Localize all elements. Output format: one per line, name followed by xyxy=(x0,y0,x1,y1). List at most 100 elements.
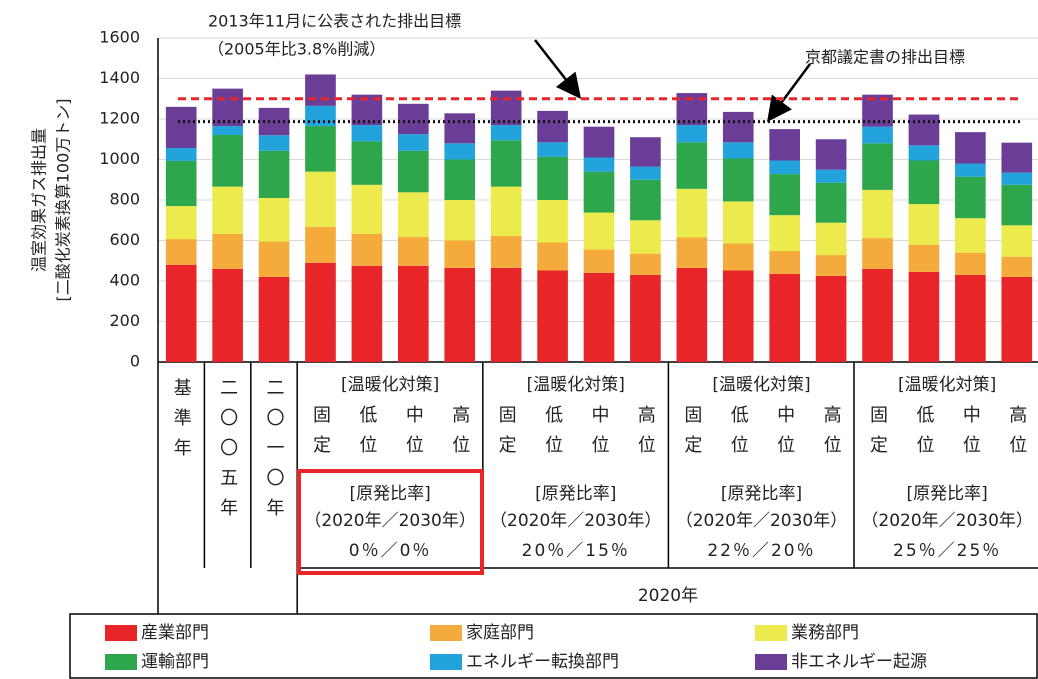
y-tick-label: 1200 xyxy=(99,109,140,128)
y-axis-label: 温室効果ガス排出量 xyxy=(30,128,49,272)
bar-segment xyxy=(444,240,476,268)
ratio-header: [原発比率] xyxy=(535,484,616,504)
group-header: [温暖化対策] xyxy=(527,375,625,395)
bar-segment xyxy=(722,270,754,362)
x-tick-label: 二〇一〇年 xyxy=(264,378,285,528)
bar-segment xyxy=(537,200,568,243)
bar-segment xyxy=(212,126,243,135)
bar-segment xyxy=(630,253,661,275)
x-tick-label: 固定 xyxy=(496,405,517,465)
bar-segment xyxy=(862,238,893,269)
bar-segment xyxy=(397,192,429,238)
bar-segment xyxy=(490,186,522,237)
bar-segment xyxy=(1001,172,1033,185)
ratio-header: [原発比率] xyxy=(349,484,430,504)
legend-swatch xyxy=(430,654,462,670)
bar-segment xyxy=(955,176,986,219)
bar-segment xyxy=(676,188,708,238)
y-tick-label: 400 xyxy=(109,271,140,290)
bar-segment xyxy=(862,268,893,362)
bar-segment xyxy=(815,139,847,170)
bar-segment xyxy=(537,156,568,200)
bar-segment xyxy=(815,255,847,276)
x-tick-label: 低位 xyxy=(913,405,934,465)
bar-segment xyxy=(165,106,197,148)
x-tick-label: 中位 xyxy=(403,405,424,465)
bar-segment xyxy=(815,275,847,362)
bar-segment xyxy=(258,135,290,151)
x-tick-label: 高位 xyxy=(1006,405,1027,465)
x-tick-label: 低位 xyxy=(728,405,749,465)
bar-segment xyxy=(722,142,754,159)
bar-segment xyxy=(212,268,243,362)
bar-segment xyxy=(351,141,383,185)
bar-segment xyxy=(397,150,429,193)
bar-segment xyxy=(630,220,661,254)
bar-segment xyxy=(862,189,893,239)
legend-swatch xyxy=(755,654,787,670)
year-label: 2020年 xyxy=(638,586,698,606)
bar-segment xyxy=(583,157,615,172)
bar-segment xyxy=(722,201,754,244)
bar-segment xyxy=(351,184,383,235)
ratio-value: 0％／0％ xyxy=(349,541,432,561)
bar-segment xyxy=(490,140,522,187)
bar-segment xyxy=(722,158,754,202)
x-tick-label: 中位 xyxy=(774,405,795,465)
legend-swatch xyxy=(105,625,137,641)
bar-segment xyxy=(165,160,197,207)
bar-segment xyxy=(490,90,522,126)
ratio-value: 22％／20％ xyxy=(707,541,815,561)
bar-segment xyxy=(769,273,801,362)
bar-segment xyxy=(583,272,615,362)
bar-segment xyxy=(769,160,801,175)
ratio-sub: （2020年／2030年） xyxy=(490,511,662,531)
bar-segment xyxy=(908,160,940,205)
bar-segment xyxy=(1001,256,1033,277)
bar-segment xyxy=(769,251,801,274)
group-header: [温暖化対策] xyxy=(341,375,439,395)
ratio-header: [原発比率] xyxy=(721,484,802,504)
y-tick-label: 200 xyxy=(109,311,140,330)
annotation-arrow xyxy=(767,63,812,123)
bar-segment xyxy=(908,204,940,245)
legend-label: 非エネルギー起源 xyxy=(791,652,927,672)
bar-segment xyxy=(397,237,429,266)
bar-segment xyxy=(630,166,661,180)
bar-segment xyxy=(862,143,893,190)
bar-segment xyxy=(1001,225,1033,257)
bar-segment xyxy=(258,197,290,242)
group-header: [温暖化対策] xyxy=(898,375,996,395)
bar-segment xyxy=(397,103,429,135)
ratio-value: 20％／15％ xyxy=(522,541,630,561)
bar-segment xyxy=(955,218,986,253)
bar-segment xyxy=(630,137,661,167)
bar-segment xyxy=(537,142,568,157)
bar-segment xyxy=(908,114,940,146)
legend-label: エネルギー転換部門 xyxy=(466,652,619,672)
bar-segment xyxy=(397,265,429,362)
legend-label: 業務部門 xyxy=(791,623,859,643)
x-tick-label: 低位 xyxy=(542,405,563,465)
bar-segment xyxy=(815,169,847,183)
group-header: [温暖化対策] xyxy=(712,375,810,395)
y-tick-label: 1000 xyxy=(99,149,140,168)
bar-segment xyxy=(444,267,476,362)
bar-segment xyxy=(165,206,197,240)
x-tick-label: 固定 xyxy=(310,405,331,465)
bar-segment xyxy=(212,186,243,235)
bar-segment xyxy=(212,234,243,269)
bar-segment xyxy=(212,88,243,127)
x-tick-label: 二〇〇五年 xyxy=(217,378,238,528)
x-tick-label: 固定 xyxy=(867,405,888,465)
bar-segment xyxy=(815,182,847,223)
bar-segment xyxy=(305,126,336,172)
bar-segment xyxy=(862,126,893,144)
bar-segment xyxy=(769,215,801,252)
bar-segment xyxy=(537,110,568,143)
y-tick-label: 1600 xyxy=(99,28,140,47)
x-tick-label: 中位 xyxy=(589,405,610,465)
legend-label: 家庭部門 xyxy=(466,623,534,643)
bar-segment xyxy=(258,241,290,277)
